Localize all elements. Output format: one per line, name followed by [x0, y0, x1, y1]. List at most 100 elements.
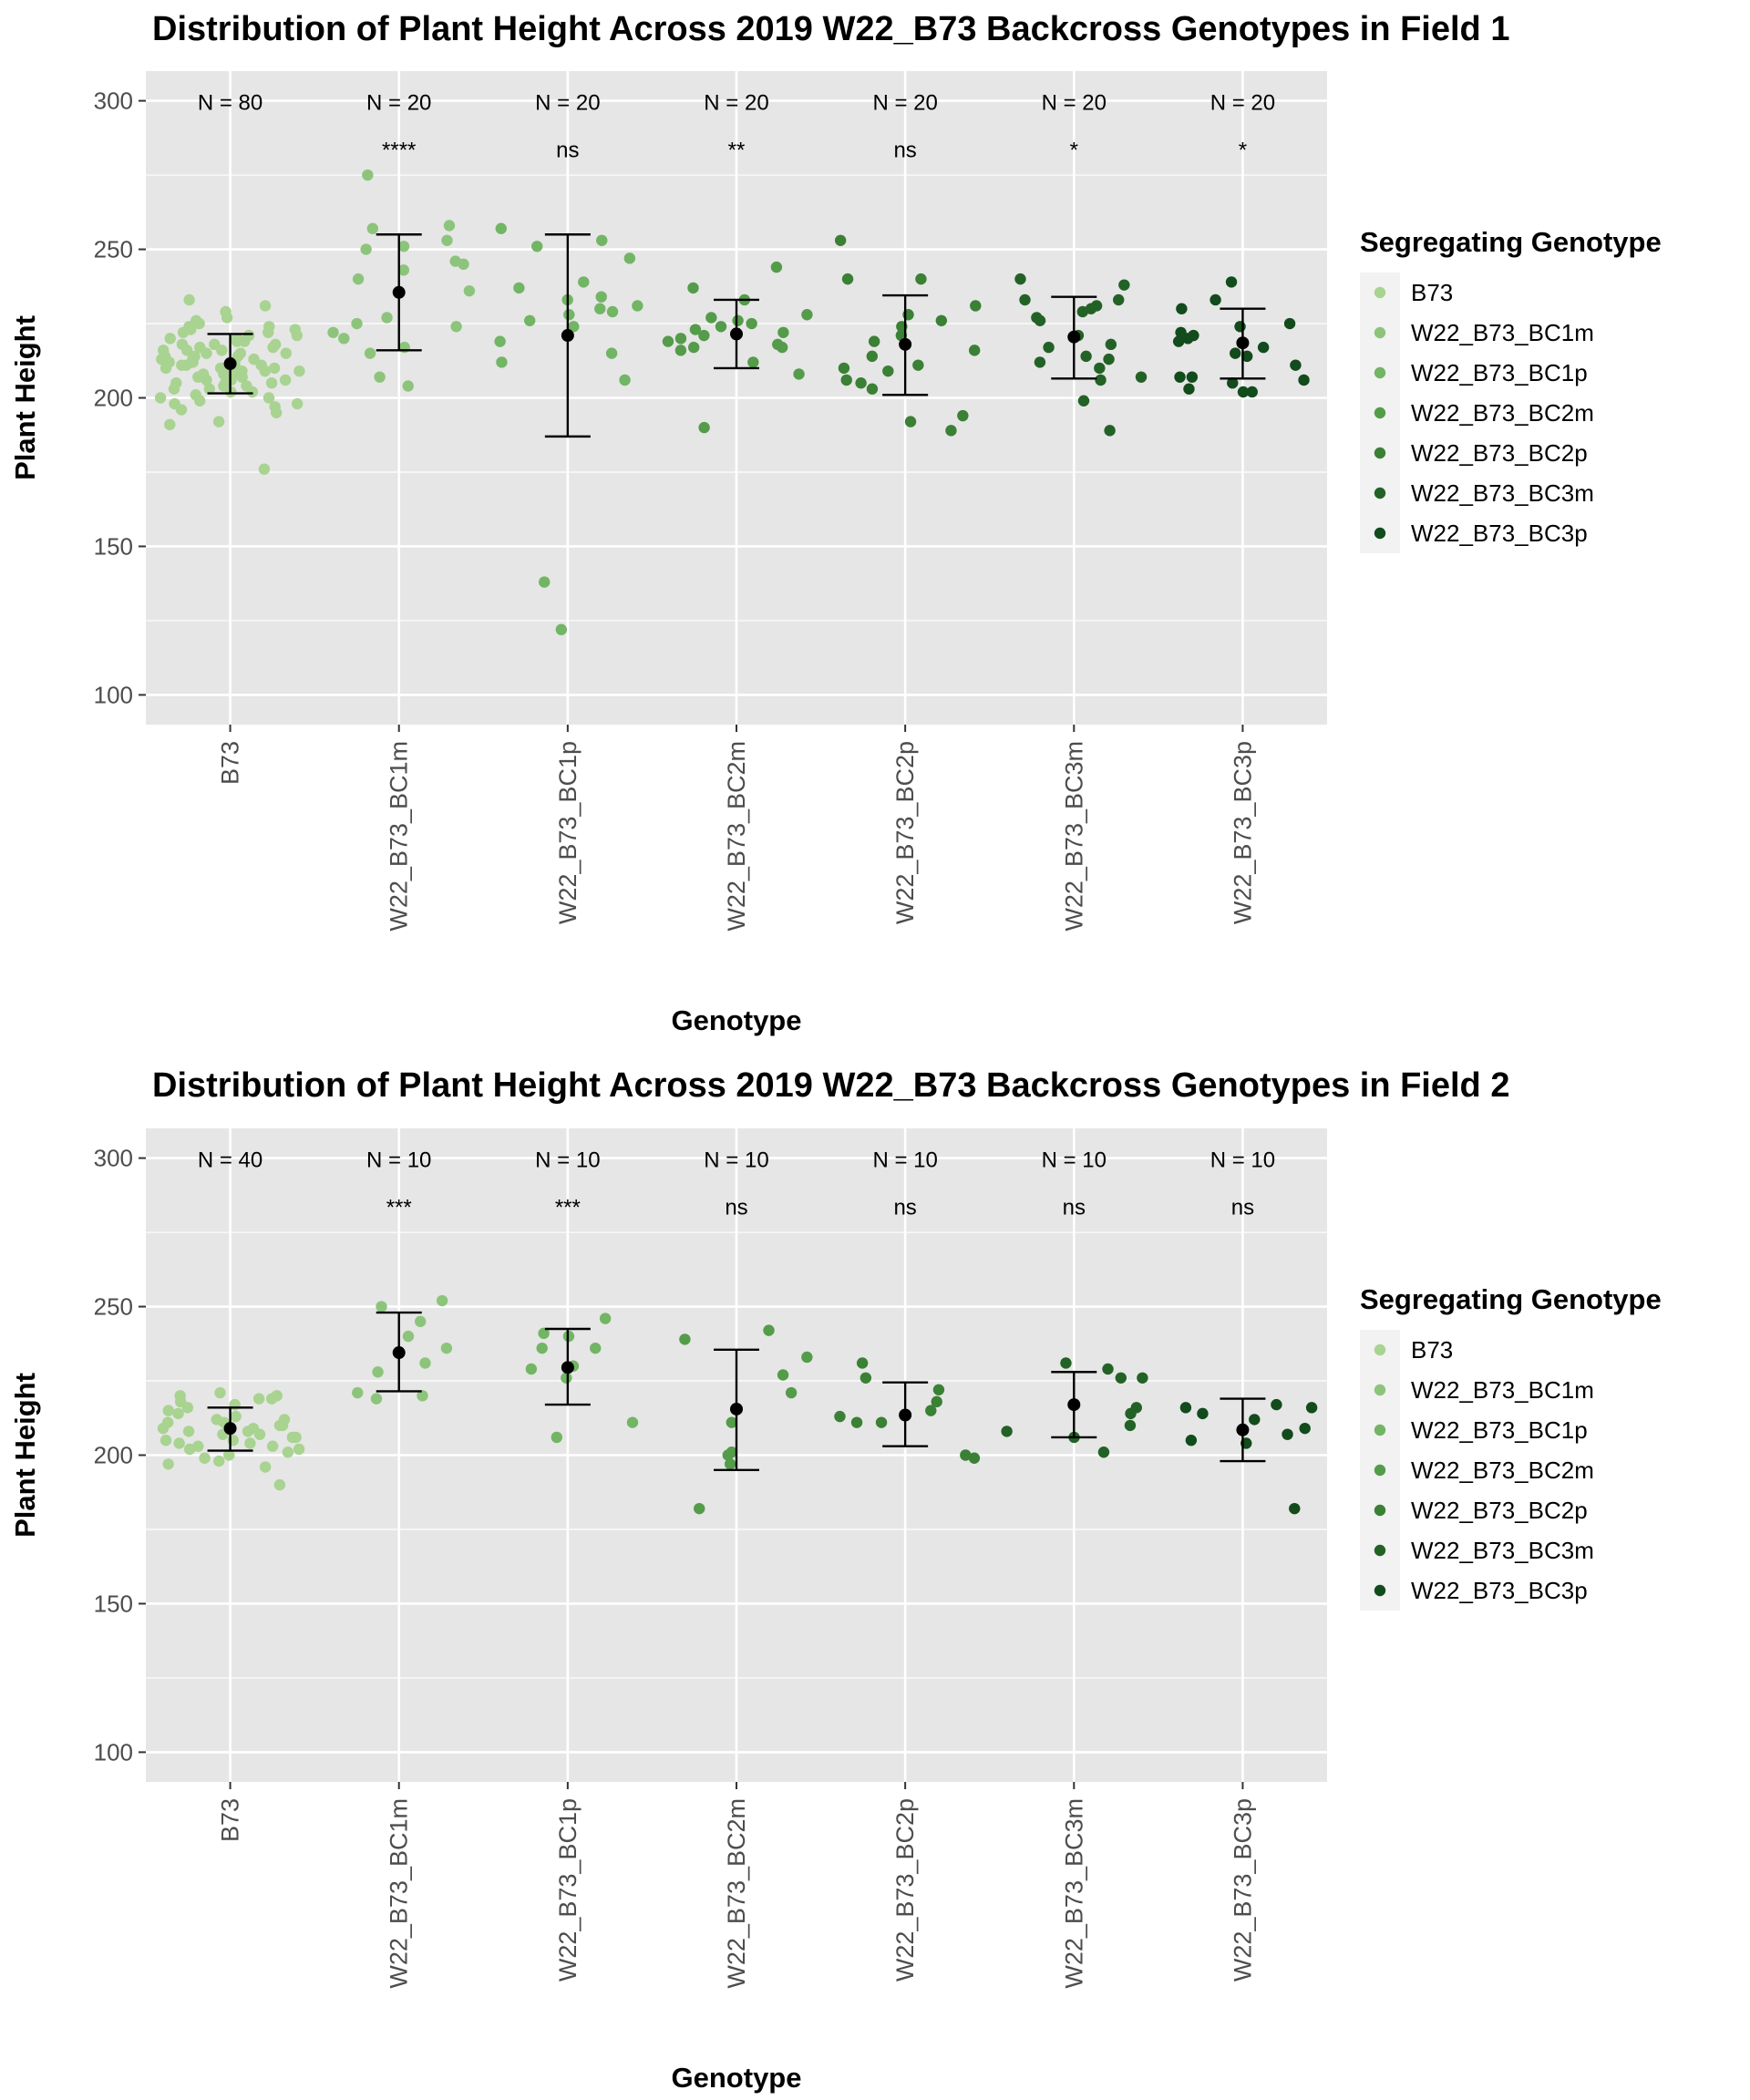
data-point: [968, 1452, 981, 1464]
legend-entry-label: W22_B73_BC1p: [1411, 359, 1588, 386]
data-point: [1186, 371, 1199, 383]
data-point: [793, 368, 805, 380]
x-tick-label: W22_B73_BC2m: [723, 1798, 750, 1989]
data-point: [1118, 279, 1130, 291]
data-point: [915, 273, 927, 285]
legend-entry-label: W22_B73_BC1m: [1411, 319, 1594, 346]
data-point: [441, 234, 453, 246]
legend-key-point: [1374, 1424, 1386, 1436]
data-point: [290, 1431, 302, 1444]
n-label: N = 10: [1042, 1148, 1107, 1173]
data-point: [259, 300, 272, 312]
data-point: [164, 418, 176, 431]
data-point: [698, 329, 710, 342]
data-point: [834, 1410, 846, 1423]
data-point: [164, 333, 176, 345]
data-point: [1104, 425, 1116, 437]
data-point: [687, 341, 700, 354]
data-point: [372, 1366, 384, 1378]
data-point: [935, 314, 948, 326]
legend-entry-label: W22_B73_BC3p: [1411, 520, 1588, 547]
data-point: [563, 309, 575, 321]
data-point: [263, 321, 275, 333]
x-tick-label: W22_B73_BC2p: [891, 741, 919, 924]
y-tick-label: 250: [94, 1293, 133, 1321]
data-point: [282, 1446, 294, 1458]
data-point: [154, 392, 167, 404]
data-point: [623, 252, 636, 264]
data-point: [674, 333, 687, 345]
data-point: [271, 1390, 283, 1402]
significance-label: *: [1239, 139, 1247, 163]
data-point: [875, 1416, 888, 1428]
legend-key-point: [1374, 1544, 1386, 1557]
data-point: [1237, 386, 1250, 398]
data-point: [1305, 1402, 1318, 1414]
data-point: [687, 282, 699, 294]
data-point: [327, 326, 339, 338]
data-point: [1197, 1407, 1209, 1420]
data-point: [866, 383, 879, 395]
significance-label: *: [1070, 139, 1078, 163]
data-point: [402, 1330, 415, 1343]
data-point: [162, 1405, 174, 1416]
data-point: [1019, 293, 1031, 306]
significance-label: ns: [725, 1196, 747, 1220]
data-point: [538, 1327, 550, 1340]
data-point: [1230, 347, 1241, 359]
data-point: [268, 362, 281, 375]
data-point: [841, 273, 854, 285]
data-point: [419, 1357, 431, 1369]
data-point: [1115, 1372, 1127, 1384]
n-label: N = 20: [872, 91, 937, 116]
data-point: [495, 222, 507, 234]
data-point: [366, 222, 379, 234]
data-point: [724, 1458, 736, 1470]
data-point: [539, 576, 551, 588]
data-point: [1001, 1426, 1013, 1437]
data-point: [856, 1357, 869, 1369]
n-label: N = 20: [366, 91, 431, 116]
data-point: [1183, 383, 1195, 395]
legend-entry-label: W22_B73_BC3p: [1411, 1577, 1588, 1604]
data-point: [234, 347, 246, 359]
data-point: [1137, 1372, 1148, 1384]
significance-label: ***: [386, 1196, 412, 1220]
significance-label: **: [728, 139, 746, 163]
data-point: [970, 300, 982, 312]
data-point: [777, 1369, 789, 1381]
data-point: [1234, 321, 1246, 333]
data-point: [440, 1342, 453, 1354]
n-label: N = 20: [535, 91, 600, 116]
data-point: [904, 416, 917, 427]
data-point: [370, 1393, 383, 1405]
data-point: [777, 326, 789, 338]
mean-point: [1067, 330, 1081, 344]
legend-entry-label: B73: [1411, 1336, 1453, 1364]
mean-point: [392, 1346, 406, 1360]
data-point: [211, 1414, 222, 1426]
data-point: [417, 1390, 428, 1402]
data-point: [525, 1363, 538, 1375]
data-point: [190, 314, 202, 326]
data-point: [715, 321, 727, 333]
data-point: [169, 397, 180, 410]
data-point: [726, 1416, 737, 1428]
data-point: [945, 425, 957, 437]
significance-label: ns: [893, 139, 916, 163]
data-point: [679, 1333, 691, 1345]
data-point: [599, 1312, 612, 1324]
data-point: [203, 383, 216, 395]
data-point: [247, 1422, 260, 1435]
chart-panel-2: Distribution of Plant Height Across 2019…: [9, 1066, 1662, 2094]
data-point: [732, 314, 744, 326]
x-tick-label: W22_B73_BC1m: [386, 1798, 413, 1989]
data-point: [838, 362, 850, 375]
data-point: [801, 309, 813, 321]
data-point: [1172, 335, 1185, 347]
data-point: [694, 1502, 705, 1515]
data-point: [850, 1416, 863, 1428]
legend-key-point: [1374, 407, 1386, 419]
y-tick-label: 100: [94, 1738, 133, 1765]
data-point: [1249, 1414, 1261, 1426]
